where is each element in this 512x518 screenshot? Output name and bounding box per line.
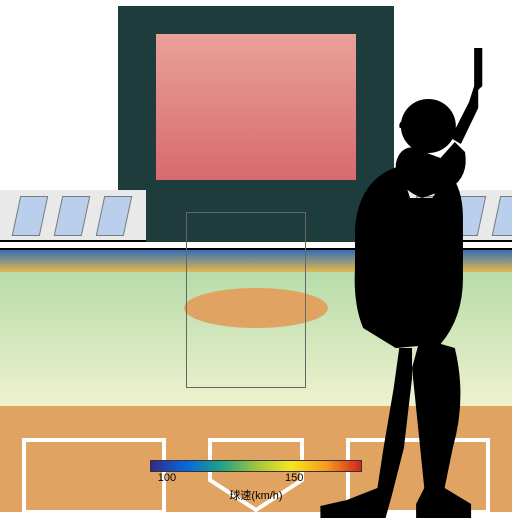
colorbar-tick: 100 xyxy=(158,472,176,484)
batter-silhouette-icon xyxy=(298,48,512,518)
